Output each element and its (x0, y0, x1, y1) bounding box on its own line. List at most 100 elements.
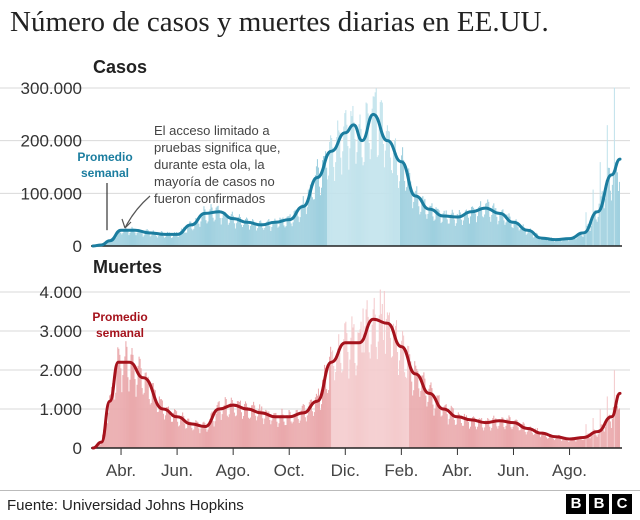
daily-bar (389, 157, 391, 246)
daily-bar (451, 407, 453, 448)
daily-bar (229, 216, 231, 246)
daily-bar (108, 242, 110, 246)
daily-bar (123, 362, 125, 448)
daily-bar (115, 237, 117, 246)
daily-bar (286, 216, 288, 246)
daily-bar (400, 344, 402, 448)
daily-bar (577, 436, 579, 448)
daily-bar (383, 290, 385, 448)
daily-bar (152, 383, 154, 448)
daily-bar (536, 428, 538, 448)
daily-bar (461, 425, 463, 448)
daily-bar (307, 406, 309, 448)
daily-bar (426, 218, 428, 246)
daily-bar (520, 424, 522, 448)
daily-bar (228, 414, 230, 448)
daily-bar (615, 162, 617, 246)
daily-bar (169, 235, 172, 246)
daily-bar (609, 190, 611, 246)
daily-bar (524, 230, 526, 246)
daily-bar (598, 429, 600, 448)
daily-bar (537, 430, 539, 448)
daily-bar (348, 169, 350, 246)
daily-bar (201, 425, 203, 448)
daily-bar (498, 425, 500, 448)
daily-bar (580, 231, 582, 246)
daily-bar (560, 240, 562, 246)
daily-bar (353, 122, 355, 246)
daily-bar (109, 395, 111, 448)
daily-bar (526, 233, 528, 246)
daily-bar (449, 216, 451, 246)
daily-bar (512, 426, 514, 448)
daily-bar (352, 105, 354, 247)
daily-bar (333, 166, 335, 246)
daily-bar (538, 434, 540, 448)
daily-bar (372, 96, 374, 246)
daily-bar (424, 198, 426, 246)
daily-bar (340, 362, 342, 448)
daily-bar (425, 395, 427, 448)
daily-bar (517, 227, 519, 246)
daily-bar (241, 418, 243, 448)
daily-bar (412, 208, 414, 246)
daily-bar (118, 348, 120, 448)
daily-bar (594, 431, 596, 448)
daily-bar (467, 422, 469, 448)
daily-bar (214, 421, 216, 448)
daily-bar (339, 346, 341, 448)
daily-bar (293, 211, 295, 246)
daily-bar (127, 231, 129, 246)
daily-bar (530, 229, 532, 246)
daily-bar (375, 88, 377, 246)
daily-bar (318, 399, 321, 448)
daily-bar (572, 236, 574, 246)
daily-bar (562, 439, 564, 448)
daily-bar (439, 409, 441, 448)
chart-svg: 0 100.000 200.000 300.000 Casos Promedio seman… (0, 57, 630, 480)
daily-bar (198, 223, 200, 246)
daily-bar (554, 241, 556, 246)
daily-bar (411, 193, 413, 246)
daily-bar (335, 162, 337, 246)
daily-bar (234, 416, 236, 448)
daily-bar (116, 232, 118, 246)
daily-bar (219, 218, 221, 246)
daily-bar (289, 214, 291, 246)
daily-bar (591, 432, 593, 448)
daily-bar (596, 221, 598, 246)
daily-bar (173, 412, 175, 448)
daily-bar (195, 420, 197, 448)
daily-bar (345, 321, 347, 448)
daily-bar (551, 237, 553, 246)
daily-bar (252, 405, 254, 448)
daily-bar (364, 137, 366, 246)
daily-bar (361, 352, 363, 448)
logo-letter-3: C (612, 494, 632, 514)
daily-bar (253, 401, 255, 448)
daily-bar (393, 140, 395, 246)
daily-bar (500, 213, 502, 246)
daily-bar (602, 429, 604, 448)
daily-bar (601, 191, 603, 246)
daily-bar (100, 444, 102, 448)
daily-bar (154, 390, 156, 448)
daily-bar (590, 225, 592, 246)
daily-bar (597, 434, 599, 448)
daily-bar (206, 223, 208, 246)
daily-bar (465, 209, 467, 246)
daily-bar (440, 223, 442, 246)
daily-bar (254, 223, 256, 246)
daily-bar (369, 159, 371, 246)
daily-bar (161, 231, 163, 246)
logo-letter-2: B (589, 494, 609, 514)
daily-bar (209, 418, 211, 448)
daily-bar (406, 378, 408, 448)
daily-bar (295, 410, 297, 448)
daily-bar (163, 237, 165, 246)
daily-bar (435, 207, 437, 246)
daily-bar (188, 224, 190, 246)
daily-bar (533, 434, 535, 448)
daily-bar (106, 243, 108, 246)
daily-bar (390, 357, 392, 448)
